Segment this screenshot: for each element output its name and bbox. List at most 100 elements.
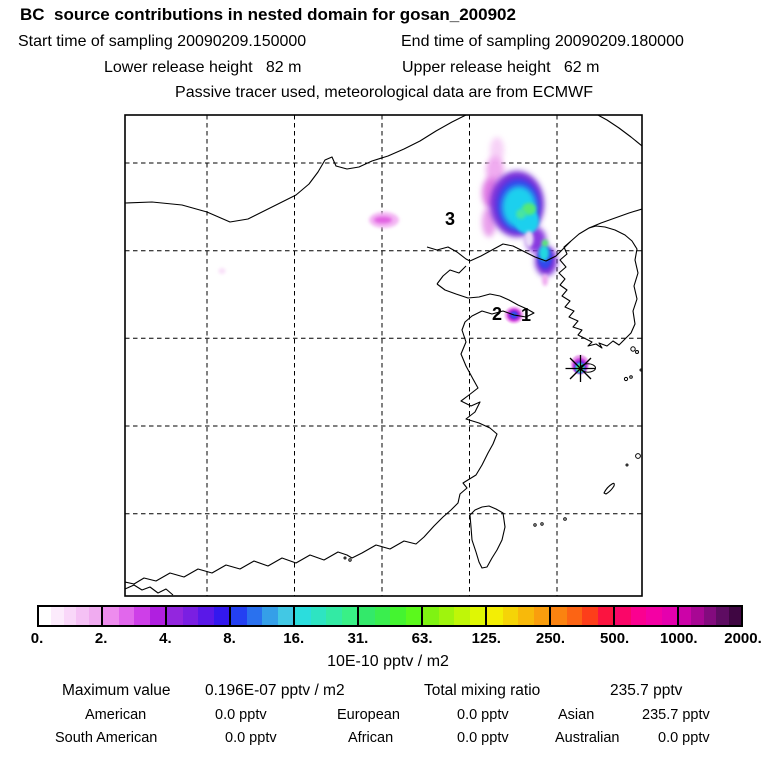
colorbar-segment <box>293 607 357 625</box>
colorbar-segment <box>613 607 677 625</box>
region-european-value: 0.0 pptv <box>457 707 509 723</box>
map-canvas: 3 2 1 <box>124 114 643 597</box>
colorbar-cell <box>691 607 704 625</box>
colorbar-tick: 125. <box>471 630 501 647</box>
colorbar-tick-labels: 0. 2. 4. 8. 16. 31. 63. 125. 250. 500. 1000. 2000. <box>0 630 768 650</box>
colorbar-tick: 31. <box>347 630 369 647</box>
region-south-american-label: South American <box>55 730 158 746</box>
marker-label: 2 <box>492 304 502 324</box>
colorbar-tick: 63. <box>411 630 433 647</box>
island <box>639 368 642 372</box>
island <box>343 556 347 560</box>
colorbar-cell <box>374 607 390 625</box>
plume-blob <box>524 231 534 247</box>
colorbar-cell <box>149 607 165 625</box>
map-clip-group <box>125 115 642 596</box>
plume-blob <box>218 268 226 274</box>
colorbar-tick: 8. <box>223 630 236 647</box>
coastline-path <box>603 482 615 495</box>
region-african-value: 0.0 pptv <box>457 730 509 746</box>
colorbar-segment <box>677 607 742 625</box>
colorbar-segment <box>39 607 102 625</box>
colorbar-cell <box>262 607 278 625</box>
end-time-label: End time of sampling 20090209.180000 <box>401 33 684 50</box>
colorbar-unit-label: 10E-10 pptv / m2 <box>327 653 449 670</box>
colorbar-cell <box>630 607 646 625</box>
tracer-meteo-label: Passive tracer used, meteorological data… <box>175 84 593 101</box>
colorbar-tick: 2000. <box>724 630 762 647</box>
plume-blob <box>541 239 549 247</box>
island <box>540 522 544 526</box>
colorbar-cell <box>566 607 582 625</box>
region-african-label: African <box>348 730 394 746</box>
region-south-american-value: 0.0 pptv <box>225 730 277 746</box>
colorbar-cell <box>454 607 470 625</box>
colorbar-cell <box>703 607 717 625</box>
colorbar-tick: 16. <box>283 630 305 647</box>
plume-blob <box>539 245 549 261</box>
colorbar-tick: 250. <box>535 630 566 647</box>
colorbar-cell <box>661 607 677 625</box>
colorbar-cell <box>582 607 598 625</box>
colorbar-segment <box>357 607 421 625</box>
coastline-path <box>469 240 572 262</box>
upper-release-height-label: Upper release height 62 m <box>402 59 600 76</box>
colorbar-cell <box>326 607 342 625</box>
colorbar-segment <box>421 607 485 625</box>
colorbar-cell <box>51 607 64 625</box>
colorbar-cell <box>487 607 503 625</box>
colorbar-cell <box>423 607 439 625</box>
colorbar <box>37 605 743 627</box>
island <box>533 523 537 527</box>
colorbar-cell <box>88 607 102 625</box>
colorbar-cell <box>405 607 421 625</box>
plume-blob <box>374 216 392 224</box>
coastline-path <box>596 115 642 147</box>
island <box>635 350 639 354</box>
region-australian-label: Australian <box>555 730 620 746</box>
colorbar-cell <box>198 607 214 625</box>
colorbar-cell <box>76 607 89 625</box>
colorbar-cell <box>63 607 77 625</box>
island <box>630 346 636 352</box>
colorbar-cell <box>359 607 375 625</box>
colorbar-cell <box>39 607 52 625</box>
island <box>635 453 641 459</box>
island <box>625 463 629 467</box>
colorbar-segment <box>101 607 165 625</box>
colorbar-cell <box>213 607 229 625</box>
colorbar-cell <box>277 607 293 625</box>
colorbar-tick: 4. <box>159 630 172 647</box>
colorbar-segment <box>549 607 613 625</box>
colorbar-segment <box>229 607 293 625</box>
receptor-star <box>565 355 596 382</box>
region-american-label: American <box>85 707 147 723</box>
coastline-path <box>125 115 468 223</box>
colorbar-cell <box>728 607 742 625</box>
island <box>629 375 633 379</box>
colorbar-segment <box>165 607 229 625</box>
colorbar-cell <box>597 607 613 625</box>
stat-max-value: 0.196E-07 pptv / m2 <box>205 682 345 699</box>
lower-release-height-label: Lower release height 82 m <box>104 59 302 76</box>
colorbar-cell <box>615 607 631 625</box>
marker-label: 3 <box>445 209 455 229</box>
coastline-path <box>125 584 174 596</box>
marker-label: 1 <box>521 305 531 325</box>
plume-blob <box>486 156 504 184</box>
colorbar-cell <box>679 607 692 625</box>
colorbar-cell <box>716 607 729 625</box>
island <box>348 558 352 562</box>
colorbar-cell <box>182 607 198 625</box>
region-european-label: European <box>337 707 400 723</box>
colorbar-cell <box>646 607 662 625</box>
colorbar-cell <box>167 607 183 625</box>
coastline-path <box>125 295 535 585</box>
colorbar-cell <box>295 607 311 625</box>
coastline-path <box>426 246 471 262</box>
colorbar-cell <box>518 607 534 625</box>
colorbar-tick: 1000. <box>660 630 698 647</box>
map-frame <box>124 114 643 597</box>
colorbar-cell <box>134 607 150 625</box>
stat-total-value: 235.7 pptv <box>610 682 683 699</box>
